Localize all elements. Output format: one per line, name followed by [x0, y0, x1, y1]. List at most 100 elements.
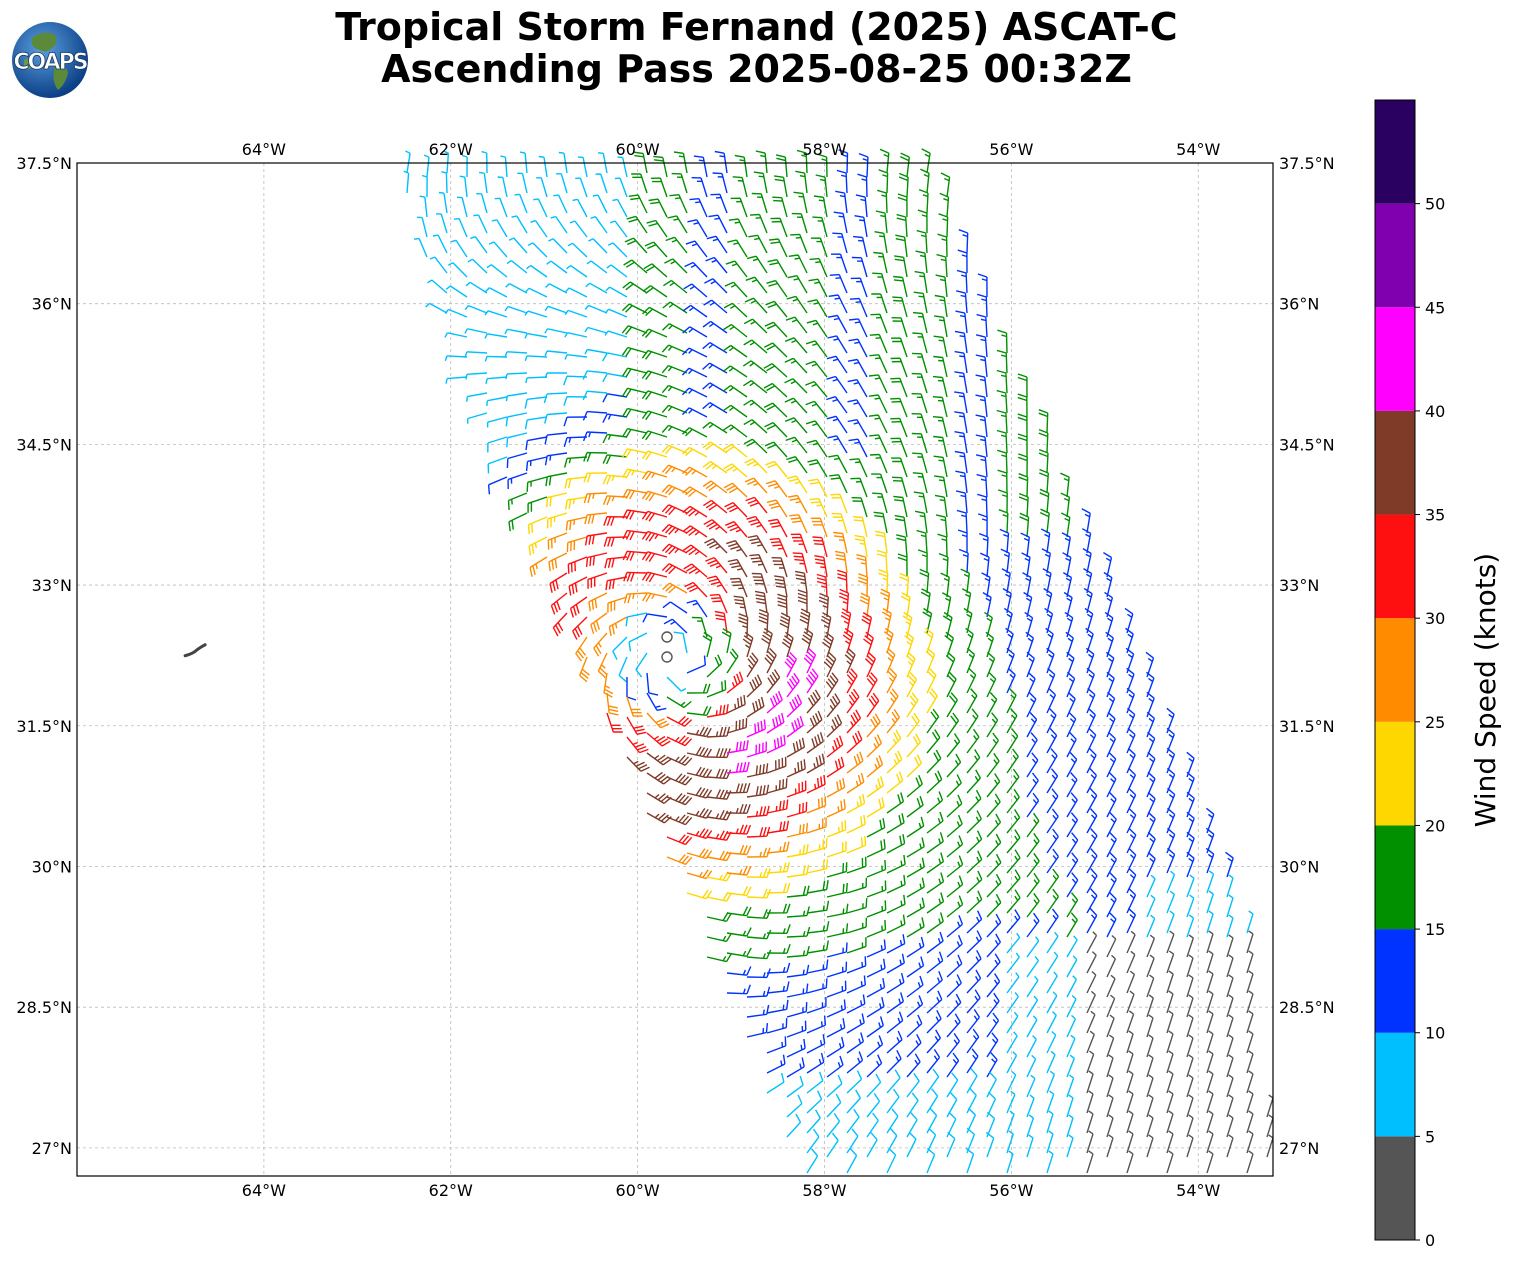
- wind-barb: [966, 749, 981, 774]
- wind-barb: [846, 793, 866, 814]
- wind-barb: [955, 470, 968, 494]
- wind-barb: [1146, 1034, 1154, 1058]
- wind-barb: [533, 198, 548, 218]
- wind-barb: [1066, 1134, 1074, 1158]
- wind-barb: [896, 534, 908, 558]
- wind-barb: [784, 397, 808, 414]
- wind-barb: [687, 219, 708, 238]
- wind-barb: [1206, 1110, 1214, 1134]
- wind-barb: [986, 813, 1002, 838]
- wind-barb: [1166, 950, 1175, 974]
- wind-barb: [726, 695, 746, 714]
- wind-barb: [926, 1049, 941, 1074]
- colorbar-bin: [1375, 618, 1415, 722]
- wind-barb: [1086, 788, 1098, 814]
- wind-barb: [986, 992, 1000, 1018]
- wind-barb: [751, 192, 768, 214]
- wind-barb: [1146, 974, 1155, 998]
- wind-barb: [584, 326, 608, 334]
- wind-barb: [766, 1054, 786, 1074]
- wind-barb: [806, 689, 821, 714]
- wind-barb: [806, 978, 828, 994]
- colorbar-tick-label: 15: [1425, 920, 1445, 939]
- wind-barb: [726, 865, 752, 876]
- wind-barb: [592, 194, 608, 214]
- wind-barb: [812, 216, 828, 238]
- wind-barb: [582, 390, 608, 401]
- wind-barb: [621, 387, 648, 398]
- wind-barb: [681, 407, 708, 418]
- wind-barb: [766, 690, 783, 714]
- wind-barb: [926, 770, 943, 794]
- wind-barb: [797, 589, 808, 614]
- wind-barb: [721, 628, 732, 654]
- wind-barb: [1026, 1015, 1038, 1038]
- wind-barb: [723, 302, 748, 318]
- wind-barb: [746, 719, 766, 738]
- wind-barb: [626, 215, 648, 234]
- wind-barb: [544, 372, 568, 379]
- wind-barb: [826, 1132, 839, 1158]
- wind-barb: [1046, 667, 1056, 694]
- wind-barb: [975, 414, 988, 438]
- wind-barb: [1146, 831, 1156, 858]
- wind-barb: [946, 1072, 959, 1098]
- wind-barb: [681, 347, 708, 358]
- wind-barb: [852, 516, 868, 538]
- wind-barb: [876, 549, 888, 574]
- wind-barb: [809, 498, 828, 518]
- wind-barb: [894, 255, 908, 278]
- wind-barb: [506, 260, 528, 274]
- wind-barb: [826, 735, 844, 758]
- wind-barb: [920, 168, 930, 194]
- wind-barb: [906, 775, 923, 798]
- wind-barb: [1106, 974, 1116, 998]
- wind-barb: [706, 680, 727, 698]
- wind-barb: [564, 332, 588, 338]
- wind-barb: [826, 375, 848, 394]
- wind-barb: [786, 926, 811, 938]
- wind-barb: [847, 399, 868, 418]
- wind-barb: [1126, 747, 1136, 774]
- globe-icon: [12, 22, 88, 98]
- wind-barb: [1186, 954, 1194, 978]
- wind-barb: [1081, 528, 1092, 554]
- wind-barb: [906, 692, 919, 718]
- wind-barb: [806, 817, 827, 834]
- wind-barb: [622, 428, 648, 438]
- wind-barb: [726, 844, 752, 856]
- wind-barb: [913, 291, 928, 314]
- wind-barb: [1206, 1130, 1214, 1154]
- wind-barb: [606, 692, 619, 716]
- wind-barb: [527, 496, 548, 513]
- wind-barb: [976, 473, 988, 498]
- wind-barb: [866, 977, 886, 998]
- lat-tick-label-left: 36°N: [32, 295, 72, 314]
- wind-barb: [934, 494, 948, 518]
- wind-barb: [1166, 930, 1175, 954]
- wind-barb: [1001, 568, 1011, 594]
- wind-barb: [785, 316, 808, 334]
- wind-barb: [1126, 687, 1135, 714]
- wind-barb: [661, 563, 688, 575]
- wind-barb: [682, 326, 708, 338]
- wind-barb: [1146, 894, 1156, 918]
- wind-barb: [786, 1057, 805, 1078]
- wind-barb: [1206, 1030, 1214, 1054]
- wind-barb: [966, 1087, 977, 1114]
- wind-barb: [661, 384, 688, 394]
- wind-barb: [773, 175, 788, 198]
- wind-barb: [846, 975, 866, 994]
- wind-barb: [846, 917, 868, 934]
- wind-barb: [625, 612, 648, 627]
- wind-barb: [1146, 1074, 1154, 1098]
- wind-barb: [590, 216, 608, 234]
- wind-barb: [858, 152, 869, 178]
- wind-barb: [497, 176, 508, 198]
- wind-barb: [445, 376, 468, 384]
- wind-barb: [1006, 1150, 1014, 1174]
- wind-barb: [1246, 970, 1254, 994]
- wind-barb: [1166, 1070, 1174, 1094]
- wind-barb: [567, 242, 588, 258]
- wind-barb: [1126, 707, 1136, 734]
